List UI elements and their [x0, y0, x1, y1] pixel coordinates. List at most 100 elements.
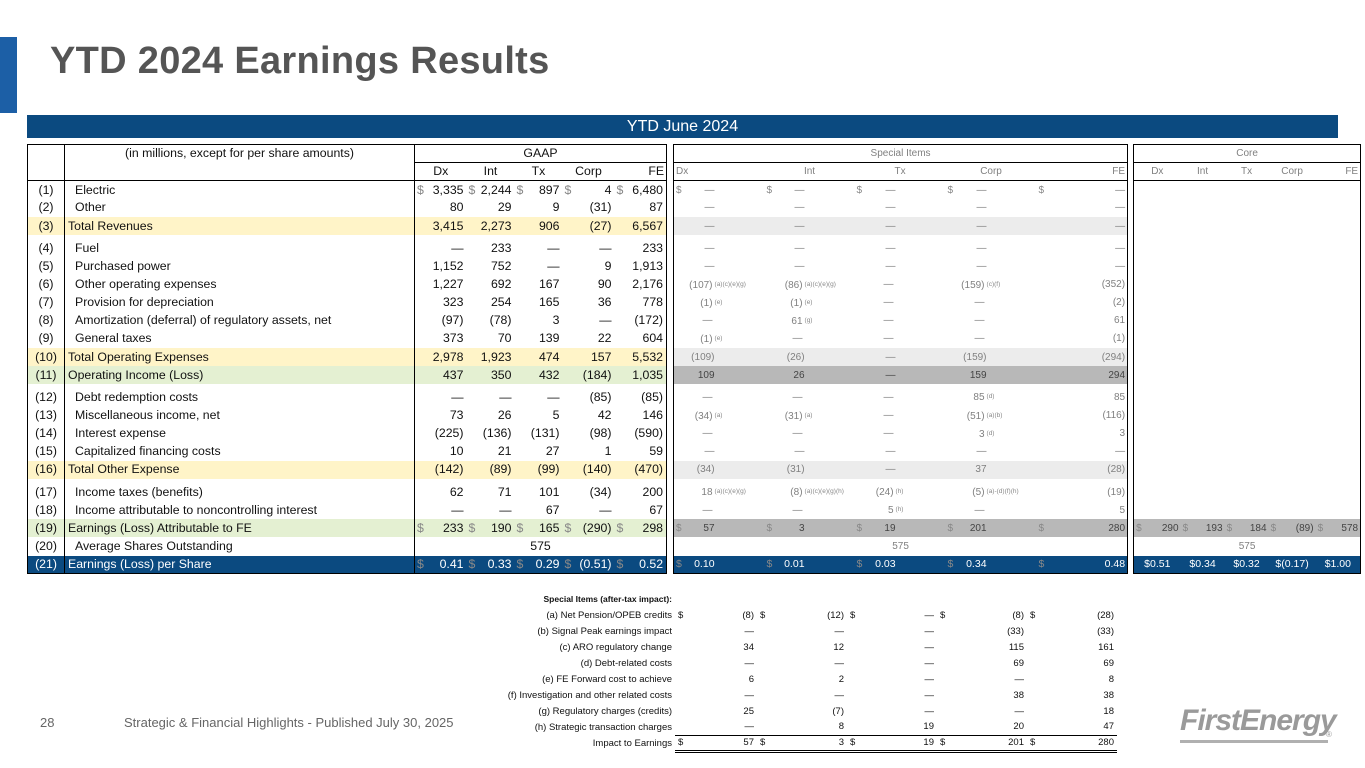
- core-empty: [1315, 239, 1362, 258]
- core-col-dx: Dx: [1133, 162, 1181, 182]
- core-empty: [1225, 217, 1269, 235]
- column-gap: [667, 330, 674, 348]
- gaap-value: 1,227: [414, 275, 467, 294]
- note-label: (c) ARO regulatory change: [559, 641, 672, 653]
- value: 233: [642, 240, 664, 255]
- value: —: [1115, 242, 1126, 254]
- note-label: (f) Investigation and other related cost…: [507, 689, 672, 701]
- core-empty: [1181, 366, 1225, 384]
- note-dollar: [937, 671, 951, 687]
- gaap-value: —: [515, 257, 563, 275]
- special-value: 159: [945, 366, 1037, 385]
- column-gap: [667, 366, 674, 384]
- dollar-sign: $: [856, 522, 863, 534]
- value: (28): [1107, 464, 1126, 476]
- firstenergy-logo: FirstEnergy: [1180, 704, 1337, 737]
- dollar-sign: $: [417, 182, 424, 197]
- note-value: 19: [923, 721, 934, 733]
- value: 6,480: [632, 182, 664, 197]
- core-empty: [1225, 501, 1269, 519]
- value: —: [704, 184, 715, 196]
- gaap-value: —: [467, 388, 515, 406]
- note-value: (28): [1097, 609, 1114, 621]
- value: 59: [649, 444, 664, 459]
- core-empty: [1181, 425, 1225, 443]
- special-value: —: [765, 199, 855, 217]
- dollar-sign: $: [947, 557, 954, 570]
- value: 62: [449, 484, 464, 499]
- note-dollar: [1027, 703, 1041, 719]
- value: 323: [442, 295, 464, 310]
- note-dollar: [757, 623, 771, 639]
- value: —: [883, 315, 894, 327]
- value: (352): [1101, 279, 1126, 291]
- core-empty: [1181, 461, 1225, 479]
- value: 5: [1119, 504, 1126, 516]
- note-row: (h) Strategic transaction charges — 8 19 20 4…: [470, 719, 1117, 735]
- row-number: (16): [27, 460, 65, 480]
- value: 9: [604, 258, 612, 273]
- gaap-value: $3,335: [414, 180, 467, 199]
- gaap-value: 165: [515, 294, 563, 312]
- row-label: Purchased power: [64, 257, 415, 276]
- gaap-value: 9: [563, 257, 615, 275]
- gaap-value: —: [414, 388, 467, 407]
- value: —: [976, 242, 987, 254]
- value: —: [1115, 202, 1126, 214]
- table-row: (6) Other operating expenses 1,227 692 167 90…: [27, 275, 1362, 294]
- footnote-ref: (h): [895, 506, 904, 514]
- special-value: —: [1036, 257, 1129, 276]
- note-value: 25: [743, 705, 754, 717]
- special-value: —: [765, 501, 855, 519]
- note-row: (a) Net Pension/OPEB credits $ (8) $ (12) $ — $…: [470, 607, 1117, 623]
- column-gap: [667, 348, 674, 366]
- footnote-ref: (h): [895, 488, 904, 496]
- value: 90: [597, 277, 612, 292]
- value: (1): [790, 297, 803, 309]
- value: —: [547, 389, 560, 404]
- dollar-sign: $: [947, 184, 954, 196]
- value: 29: [497, 200, 512, 215]
- gaap-value: (34): [563, 483, 615, 501]
- note-value: —: [924, 705, 935, 717]
- note-value: (33): [1007, 625, 1024, 637]
- value: 200: [642, 484, 664, 499]
- core-empty: [1269, 388, 1316, 406]
- gaap-value: 692: [467, 275, 515, 293]
- special-value: (8) (a)(c)(e)(g)(h): [765, 483, 855, 501]
- special-value: —: [1036, 442, 1129, 461]
- value: (1): [700, 297, 713, 309]
- spacer-cell: [64, 235, 415, 240]
- special-value: —: [855, 275, 946, 293]
- value: 57: [703, 522, 715, 534]
- gaap-value: $190: [466, 519, 515, 538]
- gaap-value: $0.41: [414, 555, 467, 575]
- note-value: 8: [838, 721, 844, 733]
- note-value: 6: [748, 673, 754, 685]
- core-value: $0.32: [1224, 555, 1269, 575]
- gaap-value: (97): [414, 311, 467, 330]
- core-col-tx: Tx: [1224, 162, 1269, 182]
- core-value: $0.34: [1180, 555, 1225, 575]
- note-dollar: [1027, 655, 1041, 671]
- special-value: (1) (e): [673, 329, 765, 349]
- special-value: —: [946, 294, 1037, 312]
- gaap-value: 5,532: [614, 348, 668, 367]
- value: 42: [597, 408, 612, 423]
- gaap-value: 3,415: [414, 217, 467, 236]
- core-empty: [1269, 312, 1316, 330]
- value: —: [883, 428, 894, 440]
- gaap-value: 2,978: [414, 348, 467, 367]
- row-label: Income attributable to noncontrolling in…: [64, 501, 415, 520]
- special-value: (51) (a)(b): [946, 406, 1037, 424]
- value: 2,978: [432, 349, 464, 364]
- special-value: —: [765, 330, 855, 348]
- note-row: (g) Regulatory charges (credits) 25 (7) — — 1…: [470, 703, 1117, 719]
- value: 27: [545, 444, 560, 459]
- row-label: Interest expense: [64, 424, 415, 443]
- value: —: [599, 240, 612, 255]
- row-number: (5): [27, 257, 65, 276]
- core-empty: [1315, 366, 1362, 385]
- value: —: [547, 258, 560, 273]
- footnote-ref: (e): [714, 334, 723, 342]
